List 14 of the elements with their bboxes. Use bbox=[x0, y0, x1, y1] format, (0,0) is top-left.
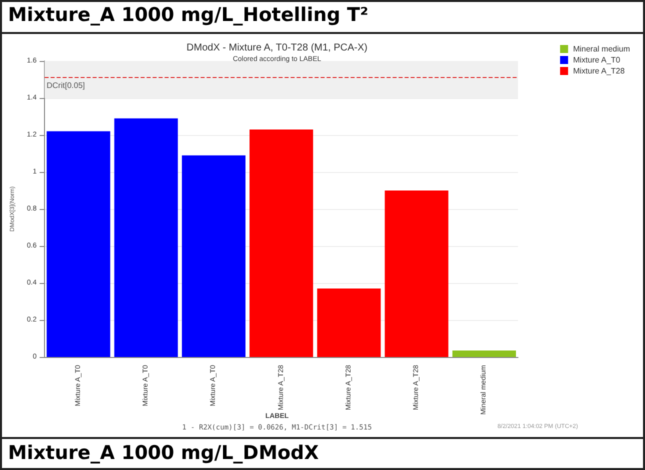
legend-label: Mixture A_T28 bbox=[573, 66, 626, 76]
bar bbox=[182, 155, 246, 357]
bar bbox=[452, 350, 516, 357]
legend-label: Mixture A_T0 bbox=[573, 56, 621, 64]
chart-subtitle: DModX - Mixture A, T0-T28 (M1, PCA-X) bbox=[186, 42, 368, 54]
text: Mixture_A 1000 mg/L_DModX bbox=[8, 442, 319, 464]
ref-line-label: DCrit[0.05] bbox=[46, 81, 85, 90]
legend-label: Mineral medium bbox=[573, 44, 630, 54]
bar bbox=[114, 118, 178, 357]
chart-title: Mixture_A 1000 mg/L_Hotelling T² bbox=[8, 4, 368, 26]
bar bbox=[384, 190, 448, 357]
bar bbox=[46, 131, 110, 357]
bar bbox=[317, 288, 381, 357]
bar bbox=[250, 129, 314, 357]
